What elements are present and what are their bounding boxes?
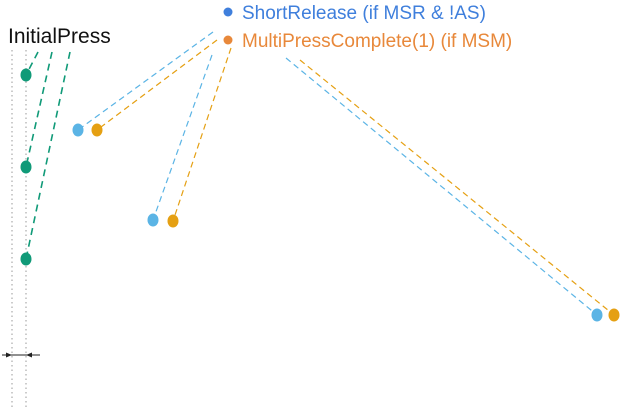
initial-press-point [20, 160, 32, 174]
interval-arrow-head-right [26, 352, 32, 358]
short-release-connector [285, 57, 598, 316]
legend-label-short-release: ShortRelease (if MSR & !AS) [242, 3, 486, 24]
initial-press-connector [25, 51, 53, 168]
multi-press-connector [299, 59, 615, 316]
short-release-connector [77, 31, 214, 131]
short-release-connector [152, 54, 213, 221]
short-release-point [72, 123, 84, 137]
multi-press-connector [96, 39, 218, 131]
interval-arrow-head-left [6, 352, 12, 358]
multi-press-point [608, 308, 620, 322]
short-release-point [591, 308, 603, 322]
initial-press-point [20, 252, 32, 266]
initial-press-connector [25, 51, 71, 260]
initial-press-connector [25, 51, 39, 76]
short-release-point [147, 213, 159, 227]
initial-press-label: InitialPress [8, 25, 111, 48]
legend-marker-multi-press [223, 35, 233, 45]
initial-press-point [20, 68, 32, 82]
legend-label-multi-press: MultiPressComplete(1) (if MSM) [242, 31, 512, 52]
multi-press-point [91, 123, 103, 137]
legend: ShortRelease (if MSR & !AS) MultiPressCo… [223, 3, 512, 52]
multi-press-connector [172, 47, 232, 222]
multi-press-point [167, 214, 179, 228]
legend-marker-short-release [223, 7, 233, 17]
